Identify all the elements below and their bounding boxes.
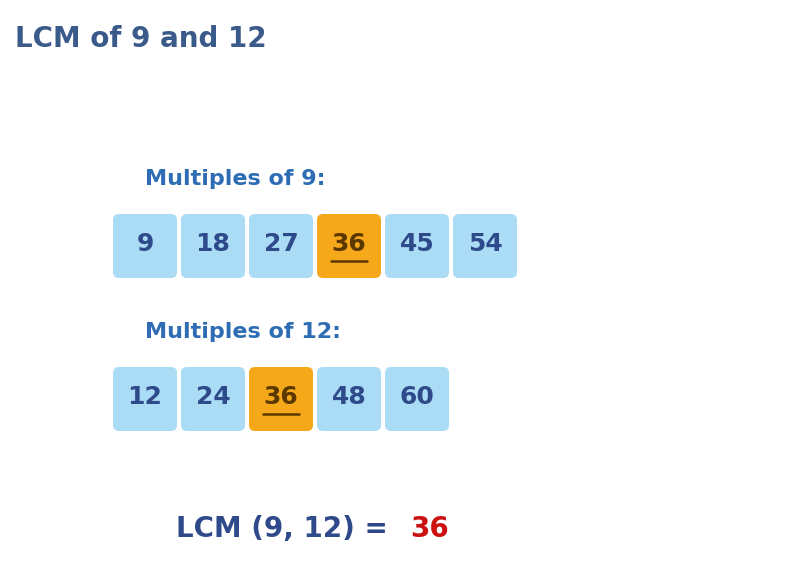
Text: 24: 24 [196,385,230,409]
FancyBboxPatch shape [317,214,381,278]
FancyBboxPatch shape [249,367,313,431]
Text: 36: 36 [332,232,366,256]
Text: Multiples of 12:: Multiples of 12: [145,322,341,342]
FancyBboxPatch shape [181,367,245,431]
Text: 18: 18 [195,232,230,256]
FancyBboxPatch shape [249,214,313,278]
Text: Multiples of 9:: Multiples of 9: [145,169,326,189]
Text: 9: 9 [136,232,154,256]
FancyBboxPatch shape [385,214,449,278]
FancyBboxPatch shape [453,214,517,278]
Text: 12: 12 [127,385,162,409]
FancyBboxPatch shape [181,214,245,278]
Text: 48: 48 [332,385,366,409]
Text: 36: 36 [264,385,298,409]
FancyBboxPatch shape [113,214,177,278]
Text: 60: 60 [399,385,434,409]
FancyBboxPatch shape [113,367,177,431]
FancyBboxPatch shape [317,367,381,431]
Text: LCM (9, 12) =: LCM (9, 12) = [177,515,398,543]
FancyBboxPatch shape [385,367,449,431]
Text: 45: 45 [400,232,434,256]
Text: 36: 36 [410,515,450,543]
Text: 54: 54 [468,232,502,256]
Text: 27: 27 [264,232,298,256]
Text: LCM of 9 and 12: LCM of 9 and 12 [15,25,266,53]
